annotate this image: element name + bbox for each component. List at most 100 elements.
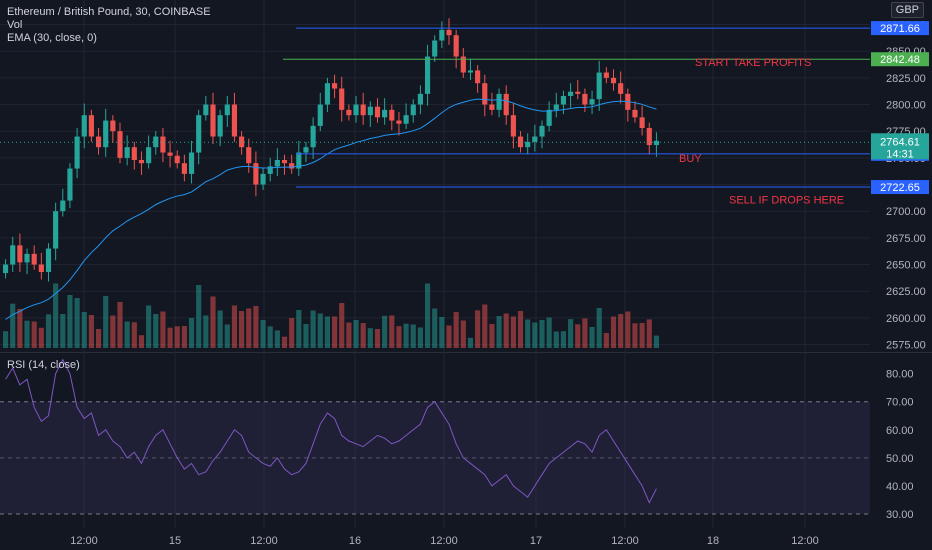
candle-body <box>203 104 209 116</box>
level-price-label: 2842.48 <box>880 54 920 66</box>
symbol-legend[interactable]: Ethereum / British Pound, 30, COINBASE <box>7 6 211 18</box>
volume-bar <box>203 315 209 348</box>
candle-body <box>117 131 123 158</box>
volume-bar <box>124 321 130 348</box>
candle-body <box>339 88 345 110</box>
candle-body <box>410 104 416 116</box>
volume-bar <box>639 323 645 348</box>
volume-bar <box>103 296 109 348</box>
candle-body <box>38 264 44 272</box>
level-price-box <box>871 52 929 67</box>
volume-bar <box>24 320 30 348</box>
rsi-tick-label: 60.00 <box>886 425 914 437</box>
candle-body <box>560 96 567 105</box>
volume-bar <box>95 329 102 348</box>
candle-body <box>639 117 645 128</box>
candle-body <box>396 120 402 124</box>
candle-body <box>618 83 624 94</box>
rsi-line <box>5 358 657 504</box>
candle-body <box>217 115 223 137</box>
candle-body <box>389 109 395 121</box>
price-tick-label: 2825.00 <box>886 73 926 85</box>
candle-body <box>103 120 109 148</box>
level-price-label: 2722.65 <box>880 182 920 194</box>
annotation-label: BUY <box>679 153 702 165</box>
price-tick-label: 2650.00 <box>886 260 926 272</box>
volume-bar <box>410 324 416 348</box>
countdown-label: 14:31 <box>886 148 914 160</box>
volume-bar <box>374 329 381 348</box>
candle-body <box>110 120 116 132</box>
volume-bar <box>281 336 288 348</box>
volume-legend[interactable]: Vol <box>7 19 23 31</box>
volume-bar <box>239 311 245 348</box>
candle-body <box>353 104 359 116</box>
volume-bar <box>153 314 159 348</box>
candle-body <box>10 245 16 265</box>
volume-bar <box>532 322 538 348</box>
volume-bar <box>460 320 466 348</box>
candle-body <box>167 152 173 156</box>
candle-body <box>210 104 216 137</box>
volume-bar <box>88 315 94 348</box>
candle-body <box>224 104 230 116</box>
candle-body <box>646 128 652 146</box>
candle-body <box>603 72 609 78</box>
level-price-box <box>871 21 929 36</box>
candle-body <box>503 93 509 116</box>
volume-bar <box>625 311 631 348</box>
volume-bar <box>396 326 402 348</box>
time-tick-label: 12:00 <box>430 535 458 547</box>
volume-bar <box>38 327 44 348</box>
candle-body <box>146 147 152 164</box>
volume-bar <box>188 318 195 348</box>
candle-body <box>496 93 502 110</box>
volume-bar <box>67 295 73 348</box>
volume-bar <box>517 311 524 348</box>
volume-bar <box>618 314 624 348</box>
candle-body <box>160 136 166 153</box>
candle-body <box>246 147 252 164</box>
volume-bar <box>74 298 80 348</box>
volume-bar <box>539 320 545 348</box>
candle-body <box>475 70 481 84</box>
price-tick-label: 2800.00 <box>886 100 926 112</box>
volume-bar <box>174 326 180 348</box>
ema-legend[interactable]: EMA (30, close, 0) <box>7 32 97 44</box>
candle-body <box>24 253 30 263</box>
candle-body <box>124 147 130 158</box>
time-tick-label: 16 <box>349 535 361 547</box>
volume-bar <box>482 304 488 348</box>
volume-bar <box>253 306 259 348</box>
candle-body <box>74 136 80 169</box>
candle-body <box>188 152 195 174</box>
volume-bar <box>53 283 59 348</box>
candle-body <box>174 155 180 164</box>
volume-bar <box>475 310 481 348</box>
candle-body <box>53 211 59 249</box>
candle-body <box>453 35 459 57</box>
rsi-legend[interactable]: RSI (14, close) <box>7 359 80 371</box>
candle-body <box>553 104 559 110</box>
candle-body <box>310 125 316 148</box>
volume-bar <box>317 313 323 348</box>
volume-bar <box>346 322 352 348</box>
candle-body <box>546 109 552 126</box>
rsi-tick-label: 30.00 <box>886 509 914 521</box>
volume-bar <box>332 316 338 348</box>
candle-body <box>367 106 373 116</box>
volume-bar <box>646 319 652 348</box>
volume-bar <box>81 312 87 348</box>
time-tick-label: 18 <box>707 535 719 547</box>
time-tick-label: 12:00 <box>791 535 819 547</box>
time-tick-label: 12:00 <box>70 535 98 547</box>
rsi-tick-label: 50.00 <box>886 453 914 465</box>
volume-bar <box>610 316 617 348</box>
volume-bar <box>632 323 638 348</box>
candle-body <box>60 200 66 212</box>
currency-badge[interactable]: GBP <box>890 2 924 18</box>
price-tick-label: 2700.00 <box>886 206 926 218</box>
volume-bar <box>17 308 23 348</box>
candle-body <box>67 168 73 201</box>
